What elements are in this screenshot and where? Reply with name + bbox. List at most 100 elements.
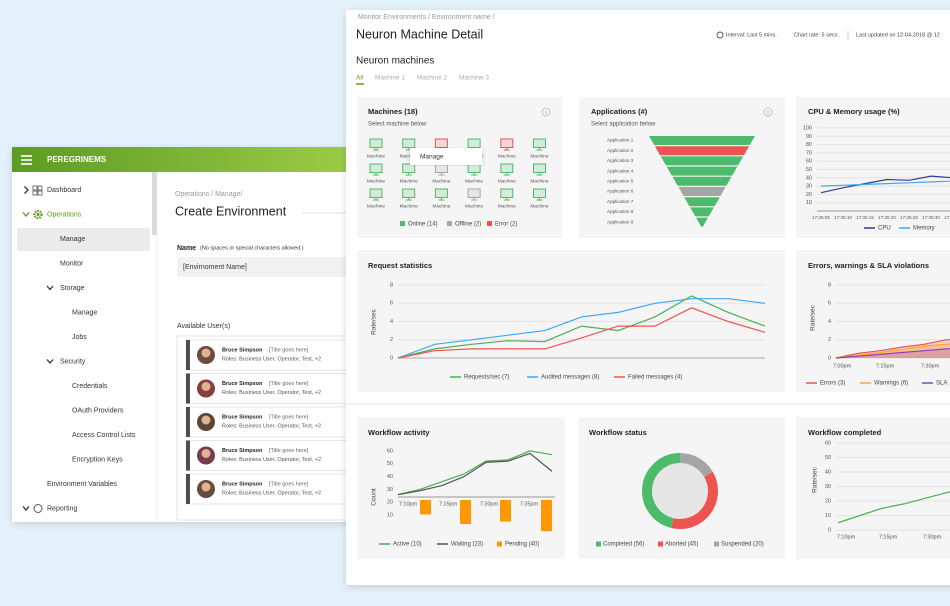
y-tick-label: 2 [828, 337, 831, 343]
nav-item[interactable]: Operations [47, 211, 82, 218]
machine-icon[interactable] [402, 188, 416, 198]
nav-item[interactable]: Dashboard [47, 187, 81, 194]
card [357, 97, 562, 238]
funnel-segment[interactable] [666, 166, 738, 176]
card-title: Workflow status [589, 428, 647, 437]
nav-item[interactable]: Manage [72, 309, 97, 316]
legend-label: Errors (3) [820, 381, 845, 387]
menu-item[interactable]: Manage [420, 154, 444, 161]
x-tick-label: 7:10pm [837, 534, 856, 540]
user-roles: Roles: Business User, Operator, Test, +2 [222, 457, 321, 463]
nav-item[interactable]: Encryption Keys [72, 456, 123, 463]
machine-label: Machine [367, 153, 385, 159]
nav-item[interactable]: Monitor [60, 260, 84, 267]
y-axis-label: Count [371, 488, 378, 506]
nav-item[interactable]: Environment Variables [47, 481, 117, 488]
y-axis-label: Rate/sec [810, 304, 817, 330]
nav-item[interactable]: Reporting [47, 505, 77, 512]
info: Interval: Last 5 mins. [726, 32, 777, 38]
machine-icon[interactable] [533, 188, 546, 198]
nav-item[interactable]: Manage [60, 236, 85, 243]
user-title: [Title goes here] [269, 481, 309, 487]
machine-icon[interactable] [500, 188, 514, 198]
funnel-segment[interactable] [654, 146, 750, 156]
context-menu [410, 148, 482, 165]
machine-icon[interactable] [434, 188, 448, 198]
funnel-segment[interactable] [684, 197, 720, 207]
nav-item[interactable]: Storage [60, 285, 85, 292]
x-tick-label: 7:35pm [520, 501, 539, 507]
info-icon [541, 107, 551, 117]
x-tick-label: 17:35:20 [878, 215, 896, 220]
funnel-segment[interactable] [649, 136, 755, 145]
machine-icon[interactable] [500, 138, 514, 148]
legend-label: Offline (2) [455, 222, 481, 228]
machine-icon[interactable] [369, 138, 383, 148]
machine-icon[interactable] [467, 188, 481, 198]
machine-icon[interactable] [402, 163, 416, 173]
funnel-segment[interactable] [672, 176, 732, 186]
brand: PEREGRINEMS [47, 155, 107, 164]
nav-item[interactable]: Jobs [72, 334, 87, 341]
chevron [22, 212, 30, 217]
machine-icon[interactable] [467, 163, 481, 173]
card [357, 417, 565, 559]
machine-label: Machine [432, 178, 450, 184]
y-tick-label: 70 [806, 150, 812, 156]
tab[interactable]: Machine 1 [375, 75, 405, 82]
nav-item[interactable]: Credentials [72, 383, 108, 390]
machine-icon[interactable] [467, 138, 481, 148]
y-tick-label: 60 [825, 440, 831, 446]
tab[interactable]: All [356, 75, 364, 82]
info-icon [763, 107, 773, 117]
machine-icon[interactable] [402, 138, 416, 148]
line-series [397, 298, 766, 359]
machine-icon[interactable] [434, 138, 448, 148]
funnel-segment[interactable] [696, 217, 708, 227]
funnel-segment[interactable] [678, 187, 726, 196]
machine-label: Machine [367, 203, 385, 209]
card-subtitle: Select machine below [368, 122, 427, 128]
line-series [397, 295, 766, 359]
chevron [22, 506, 30, 511]
tab[interactable]: Machine 2 [417, 75, 447, 82]
y-tick-label: 90 [806, 134, 812, 140]
tab[interactable]: Machine 3 [459, 75, 489, 82]
machine-icon[interactable] [500, 163, 514, 173]
x-tick-label: 7:00pm [833, 363, 852, 369]
machine-icon[interactable] [434, 163, 448, 173]
donut-slice [642, 453, 681, 528]
application-label: Application 3 [607, 158, 634, 163]
drag-handle [186, 373, 190, 404]
legend-swatch [447, 221, 452, 226]
line-series [837, 491, 950, 524]
application-label: Application 1 [607, 138, 634, 143]
user-title: [Title goes here] [269, 414, 309, 420]
machine-icon[interactable] [369, 188, 383, 198]
info: Chart rate: 5 secs. [794, 32, 839, 38]
nav-item[interactable]: Access Control Lists [72, 432, 136, 439]
machine-icon[interactable] [533, 138, 546, 148]
machine-icon[interactable] [369, 163, 383, 173]
line-series [820, 180, 950, 187]
funnel-segment[interactable] [690, 207, 714, 217]
input-placeholder: [Envirnoment Name] [183, 264, 247, 271]
machine-label: Machine [432, 203, 450, 209]
field-hint: (No spaces or special characters allowed… [200, 245, 304, 251]
nav-item[interactable]: Security [60, 358, 86, 365]
application-label: Application 7 [607, 199, 634, 204]
line-series [397, 450, 553, 496]
field-label: Name [177, 245, 196, 252]
text-input[interactable] [177, 257, 352, 277]
y-tick-label: 8 [828, 282, 831, 288]
legend-label: Requests/sec (7) [464, 375, 509, 381]
nav-icon [32, 185, 38, 191]
x-tick-label: 7:30pm [921, 363, 940, 369]
x-tick-label: 17:35:05 [812, 215, 830, 220]
funnel-segment[interactable] [660, 156, 744, 166]
machine-label: Machine [400, 178, 418, 184]
machine-icon[interactable] [533, 163, 546, 173]
card [796, 97, 950, 238]
nav-item[interactable]: OAuth Providers [72, 407, 124, 414]
user-roles: Roles: Business User, Operator, Test, +2 [222, 423, 321, 429]
